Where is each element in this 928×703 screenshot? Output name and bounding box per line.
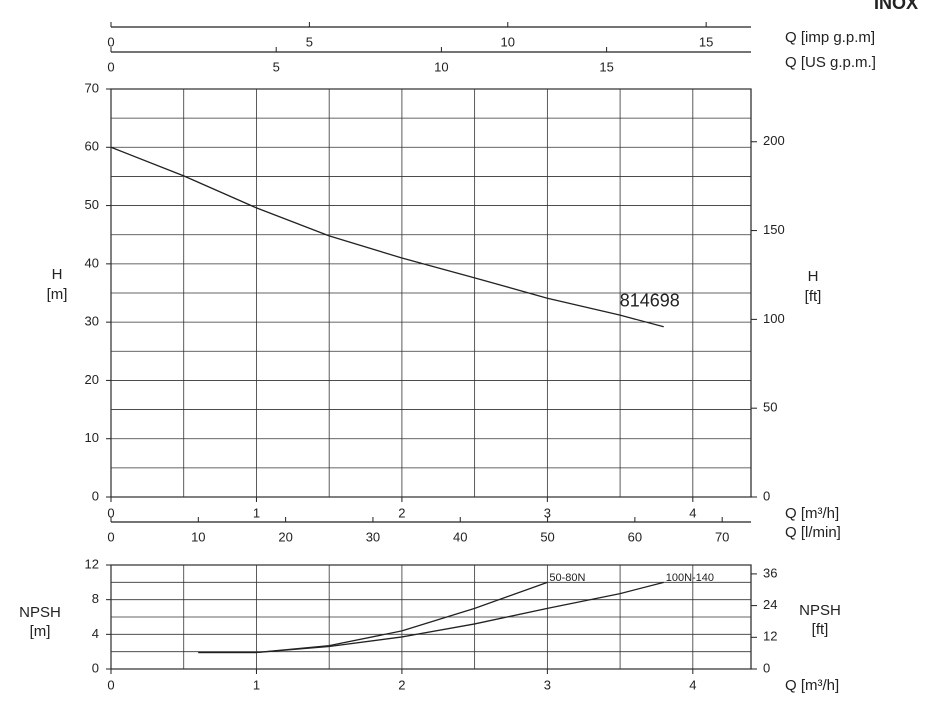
extra-axis-tick-label: 10	[434, 59, 448, 74]
y-tick-label: 30	[85, 314, 99, 329]
y-axis-label: [m]	[30, 623, 51, 640]
extra-axis-tick-label: 0	[107, 59, 114, 74]
y2-tick-label: 100	[763, 311, 785, 326]
y-tick-label: 50	[85, 197, 99, 212]
y-tick-label: 10	[85, 430, 99, 445]
brand: INOX	[874, 0, 918, 13]
extra-axis-tick-label: 10	[501, 34, 515, 49]
y2-tick-label: 0	[763, 660, 770, 675]
extra-axis-tick-label: 50	[540, 529, 554, 544]
series-label: 100N-140	[666, 572, 714, 584]
y-tick-label: 12	[85, 556, 99, 571]
extra-axis-tick-label: 15	[699, 34, 713, 49]
y-tick-label: 8	[92, 591, 99, 606]
extra-axis-tick-label: 5	[273, 59, 280, 74]
curve	[198, 581, 548, 654]
y-tick-label: 0	[92, 660, 99, 675]
x-axis-label: Q [m³/h]	[785, 677, 839, 694]
y2-tick-label: 50	[763, 400, 777, 415]
y2-axis-label: [ft]	[805, 288, 822, 305]
extra-axis-label: Q [l/min]	[785, 524, 841, 541]
extra-axis-tick-label: 15	[599, 59, 613, 74]
extra-axis-tick-label: 5	[306, 34, 313, 49]
extra-axis-tick-label: 30	[366, 529, 380, 544]
x-tick-label: 2	[398, 677, 405, 692]
y2-tick-label: 12	[763, 629, 777, 644]
y-tick-label: 60	[85, 139, 99, 154]
y-tick-label: 20	[85, 372, 99, 387]
extra-axis-tick-label: 70	[715, 529, 729, 544]
y2-axis-label: NPSH	[799, 602, 841, 619]
y2-tick-label: 150	[763, 222, 785, 237]
x-tick-label: 3	[544, 505, 551, 520]
extra-axis-tick-label: 10	[191, 529, 205, 544]
extra-axis-label: Q [US g.p.m.]	[785, 54, 876, 71]
x-tick-label: 2	[398, 505, 405, 520]
extra-axis-tick-label: 0	[107, 529, 114, 544]
x-tick-label: 1	[253, 505, 260, 520]
extra-axis-tick-label: 0	[107, 34, 114, 49]
extra-axis-tick-label: 40	[453, 529, 467, 544]
y2-tick-label: 24	[763, 597, 777, 612]
x-tick-label: 1	[253, 677, 260, 692]
x-tick-label: 3	[544, 677, 551, 692]
extra-axis-label: Q [imp g.p.m]	[785, 29, 875, 46]
x-tick-label: 4	[689, 505, 696, 520]
extra-axis-tick-label: 60	[628, 529, 642, 544]
series-label: 814698	[620, 291, 680, 311]
y-axis-label: H	[52, 266, 63, 283]
x-tick-label: 0	[107, 505, 114, 520]
x-tick-label: 0	[107, 677, 114, 692]
series-label: 50-80N	[549, 572, 585, 584]
y2-tick-label: 36	[763, 565, 777, 580]
y2-axis-label: [ft]	[812, 621, 829, 638]
y-tick-label: 0	[92, 488, 99, 503]
y-axis-label: [m]	[47, 286, 68, 303]
y-axis-label: NPSH	[19, 604, 61, 621]
extra-axis-tick-label: 20	[278, 529, 292, 544]
y2-tick-label: 0	[763, 488, 770, 503]
x-tick-label: 4	[689, 677, 696, 692]
y2-tick-label: 200	[763, 133, 785, 148]
y-tick-label: 4	[92, 626, 99, 641]
curve	[110, 146, 664, 328]
y2-axis-label: H	[808, 268, 819, 285]
x-axis-label: Q [m³/h]	[785, 505, 839, 522]
y-tick-label: 70	[85, 80, 99, 95]
curve	[198, 581, 664, 654]
y-tick-label: 40	[85, 255, 99, 270]
